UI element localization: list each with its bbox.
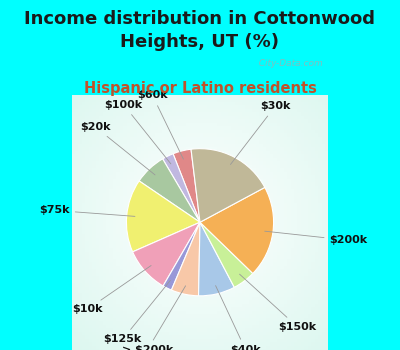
Text: > $200k: > $200k <box>122 286 186 350</box>
Wedge shape <box>200 187 274 273</box>
Text: City-Data.com: City-Data.com <box>253 59 323 68</box>
Text: $200k: $200k <box>265 231 368 245</box>
Text: $20k: $20k <box>80 122 155 175</box>
Wedge shape <box>133 222 200 286</box>
Wedge shape <box>172 222 200 296</box>
Text: $60k: $60k <box>137 90 184 159</box>
Text: Hispanic or Latino residents: Hispanic or Latino residents <box>84 80 316 96</box>
Text: $10k: $10k <box>72 266 151 315</box>
Text: $40k: $40k <box>216 286 261 350</box>
Wedge shape <box>198 222 234 296</box>
Text: $125k: $125k <box>104 280 170 344</box>
Text: $75k: $75k <box>39 205 135 216</box>
Text: $150k: $150k <box>240 274 316 332</box>
Text: $100k: $100k <box>104 100 171 164</box>
Wedge shape <box>191 149 265 222</box>
Wedge shape <box>139 159 200 222</box>
Text: Income distribution in Cottonwood
Heights, UT (%): Income distribution in Cottonwood Height… <box>24 10 376 51</box>
Wedge shape <box>200 222 253 287</box>
Wedge shape <box>163 222 200 290</box>
Text: $30k: $30k <box>230 101 290 164</box>
Wedge shape <box>126 181 200 252</box>
Wedge shape <box>173 149 200 222</box>
Wedge shape <box>163 154 200 222</box>
